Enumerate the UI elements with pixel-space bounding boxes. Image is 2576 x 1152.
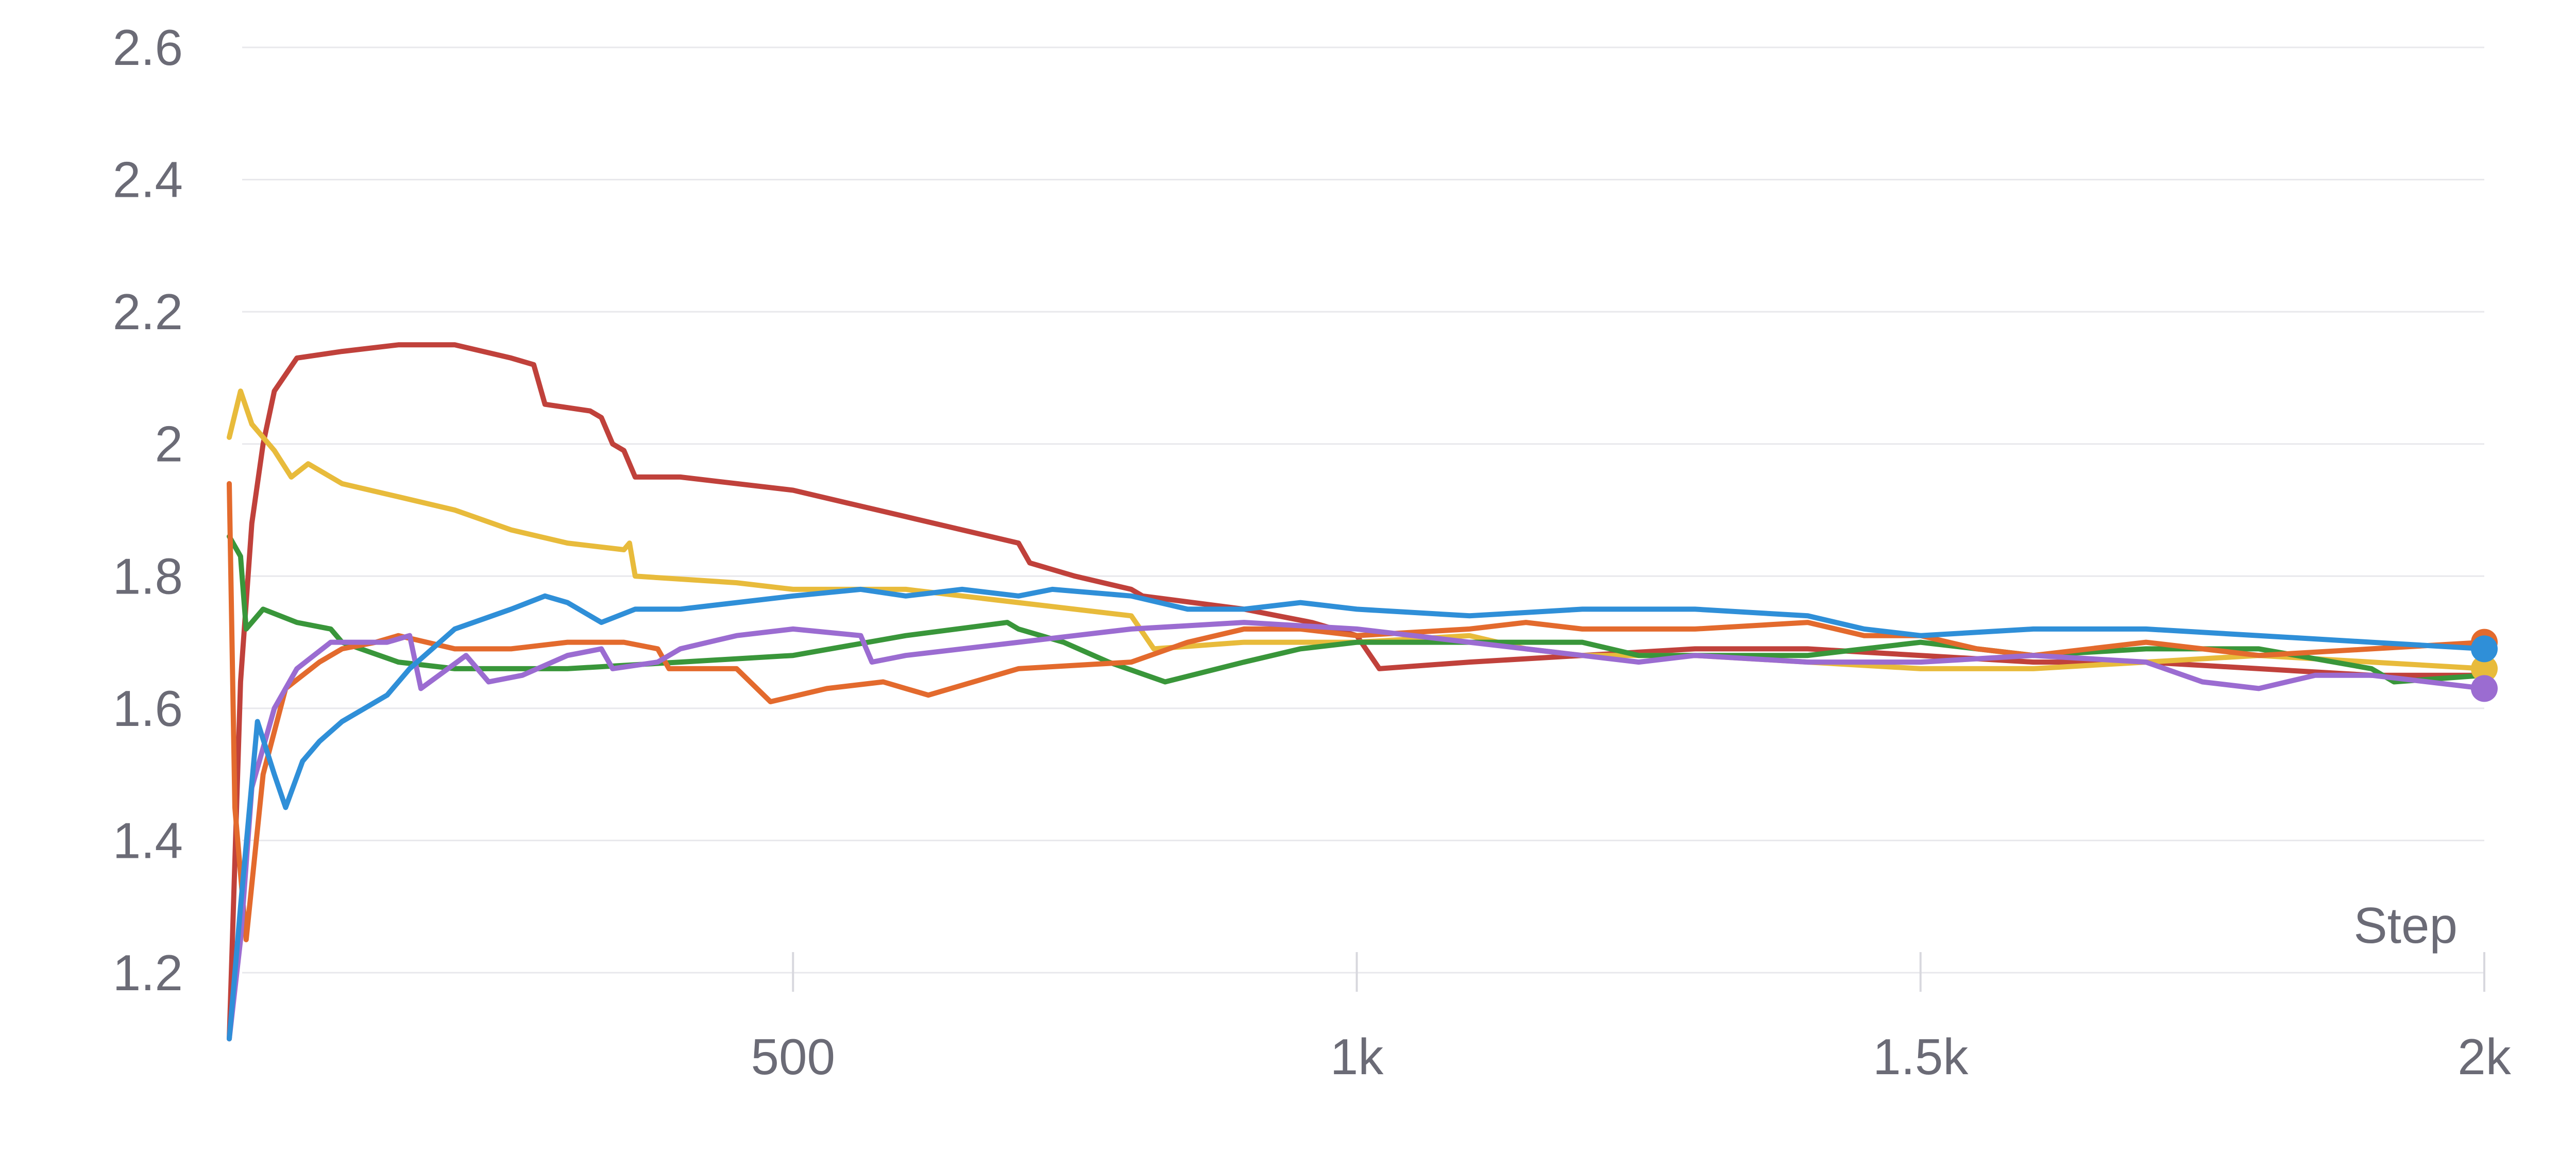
x-tick-label: 500 [751, 1028, 835, 1085]
series-end-point-2 [2471, 655, 2498, 682]
series-line-2 [227, 388, 2487, 671]
series-line-4 [227, 481, 2487, 942]
y-tick-label: 1.8 [113, 548, 183, 604]
series-end-point-5 [2471, 675, 2498, 702]
y-tick-label: 1.2 [113, 944, 183, 1001]
y-tick-label: 2.2 [113, 283, 183, 340]
y-tick-label: 1.4 [113, 812, 183, 869]
series-end-point-6 [2471, 635, 2498, 663]
y-tick-label: 1.6 [113, 680, 183, 737]
series-line-5 [227, 620, 2487, 1042]
y-tick-label: 2.4 [113, 151, 183, 208]
gridlines [242, 46, 2484, 974]
y-tick-label: 2 [155, 416, 183, 472]
series-line-1 [227, 342, 2487, 1042]
y-tick-label: 2.6 [113, 19, 183, 76]
x-tick-label: 1.5k [1873, 1028, 1969, 1085]
series-line-6 [227, 586, 2487, 1042]
x-axis: 500 1k 1.5k 2k [751, 952, 2512, 1085]
x-tick-label: 1k [1330, 1028, 1384, 1085]
x-tick-label: 2k [2458, 1028, 2512, 1085]
x-axis-title: Step [2353, 897, 2458, 954]
y-axis: 1.2 1.4 1.6 1.8 2 2.2 2.4 2.6 [113, 19, 183, 1001]
series-lines [227, 342, 2498, 1042]
